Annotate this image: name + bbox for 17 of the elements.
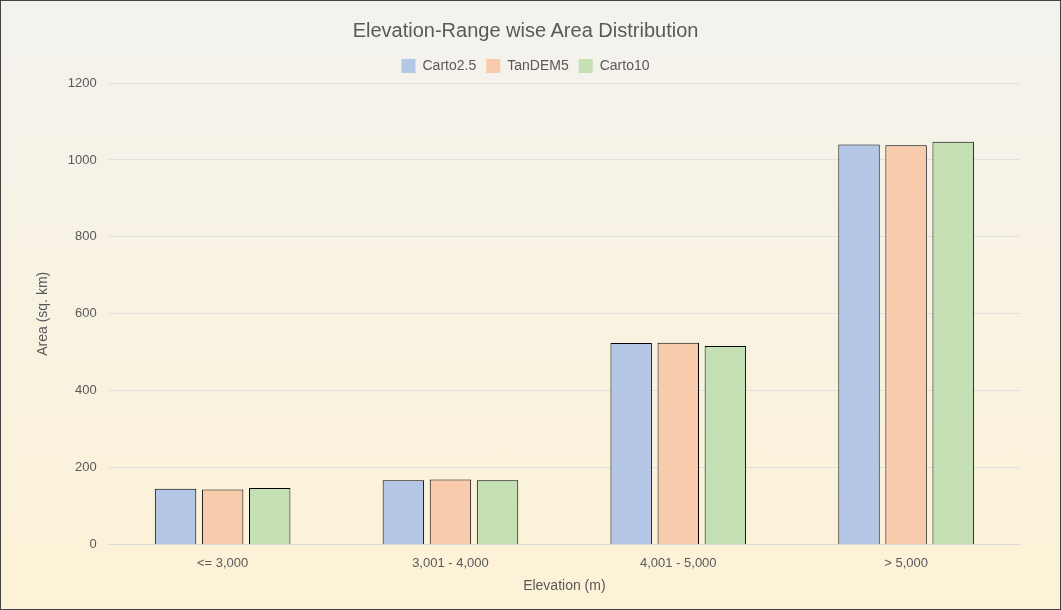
y-axis-title: Area (sq. km) [34, 271, 51, 356]
x-axis-title: Elevation (m) [523, 577, 606, 594]
legend-label: Carto2.5 [422, 56, 477, 73]
x-tick-label: <= 3,000 [196, 554, 249, 570]
y-tick-label: 600 [75, 305, 97, 321]
y-tick-label: 0 [89, 536, 97, 552]
x-tick-label: 3,001 - 4,000 [412, 554, 489, 570]
y-tick-label: 800 [75, 228, 97, 244]
y-tick-label: 200 [75, 459, 97, 475]
y-tick-label: 1200 [67, 74, 97, 90]
y-tick-label: 1000 [67, 151, 97, 167]
legend-label: Carto10 [599, 56, 650, 73]
legend-label: TanDEM5 [507, 56, 569, 73]
x-tick-label: > 5,000 [884, 554, 928, 570]
y-tick-label: 400 [75, 382, 97, 398]
chart-title: Elevation-Range wise Area Distribution [352, 18, 699, 41]
x-tick-label: 4,001 - 5,000 [639, 554, 717, 570]
